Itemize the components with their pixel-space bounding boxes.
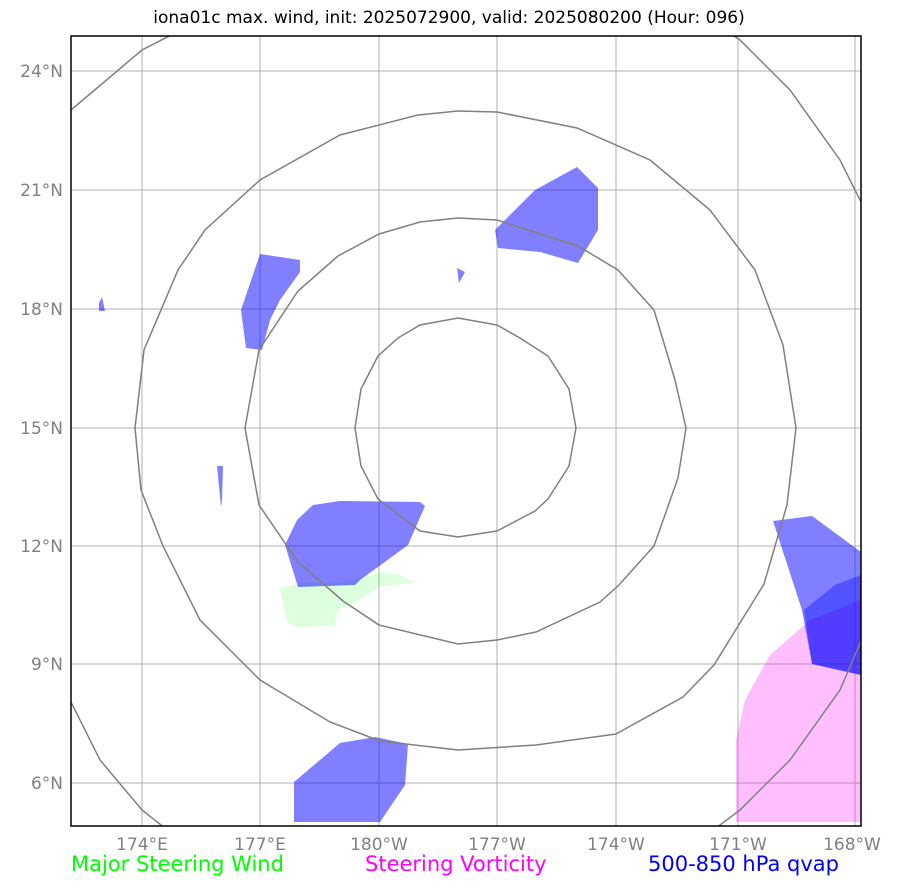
qvap-patch-east-overlap <box>804 575 861 675</box>
lon-tick-171w: 171°W <box>709 835 767 855</box>
qvap-patch-central <box>285 501 425 587</box>
legend-steering-vorticity: Steering Vorticity <box>365 852 547 876</box>
lat-tick-21n: 21°N <box>20 181 63 201</box>
plot-frame <box>70 35 862 827</box>
range-ring-2 <box>244 217 687 645</box>
lon-tick-174w: 174°W <box>587 835 645 855</box>
qvap-areas <box>99 167 861 822</box>
lon-tick-177e: 177°E <box>234 835 286 855</box>
lon-tick-168w: 168°W <box>823 835 881 855</box>
range-ring-inner <box>354 317 577 538</box>
qvap-patch-sliver-west <box>217 466 223 507</box>
lon-tick-labels: 174°E 177°E 180°W 177°W 174°W 171°W 168°… <box>116 835 881 855</box>
lon-tick-174e: 174°E <box>116 835 168 855</box>
range-rings <box>71 36 861 826</box>
legend-qvap: 500-850 hPa qvap <box>648 852 839 876</box>
range-ring-4 <box>71 36 861 826</box>
qvap-patch-speck-north <box>457 268 465 283</box>
lat-tick-6n: 6°N <box>31 774 63 794</box>
lat-tick-labels: 24°N 21°N 18°N 15°N 12°N 9°N 6°N <box>20 62 63 794</box>
lon-tick-177w: 177°W <box>468 835 526 855</box>
qvap-patch-northeast <box>495 167 598 263</box>
range-ring-3 <box>134 110 797 751</box>
qvap-patch-speck-west <box>99 297 105 311</box>
lat-gridlines <box>71 70 861 784</box>
lat-tick-12n: 12°N <box>20 537 63 557</box>
qvap-patch-northwest <box>241 254 300 350</box>
lon-gridlines <box>141 36 856 826</box>
lon-tick-180w: 180°W <box>350 835 408 855</box>
lat-tick-9n: 9°N <box>31 655 63 675</box>
qvap-patch-east <box>773 516 861 675</box>
map-title: iona01c max. wind, init: 2025072900, val… <box>153 8 745 28</box>
legend-steering-wind: Major Steering Wind <box>71 852 284 876</box>
lat-tick-24n: 24°N <box>20 62 63 82</box>
qvap-patch-south <box>294 737 408 822</box>
lat-tick-18n: 18°N <box>20 300 63 320</box>
lat-tick-15n: 15°N <box>20 419 63 439</box>
